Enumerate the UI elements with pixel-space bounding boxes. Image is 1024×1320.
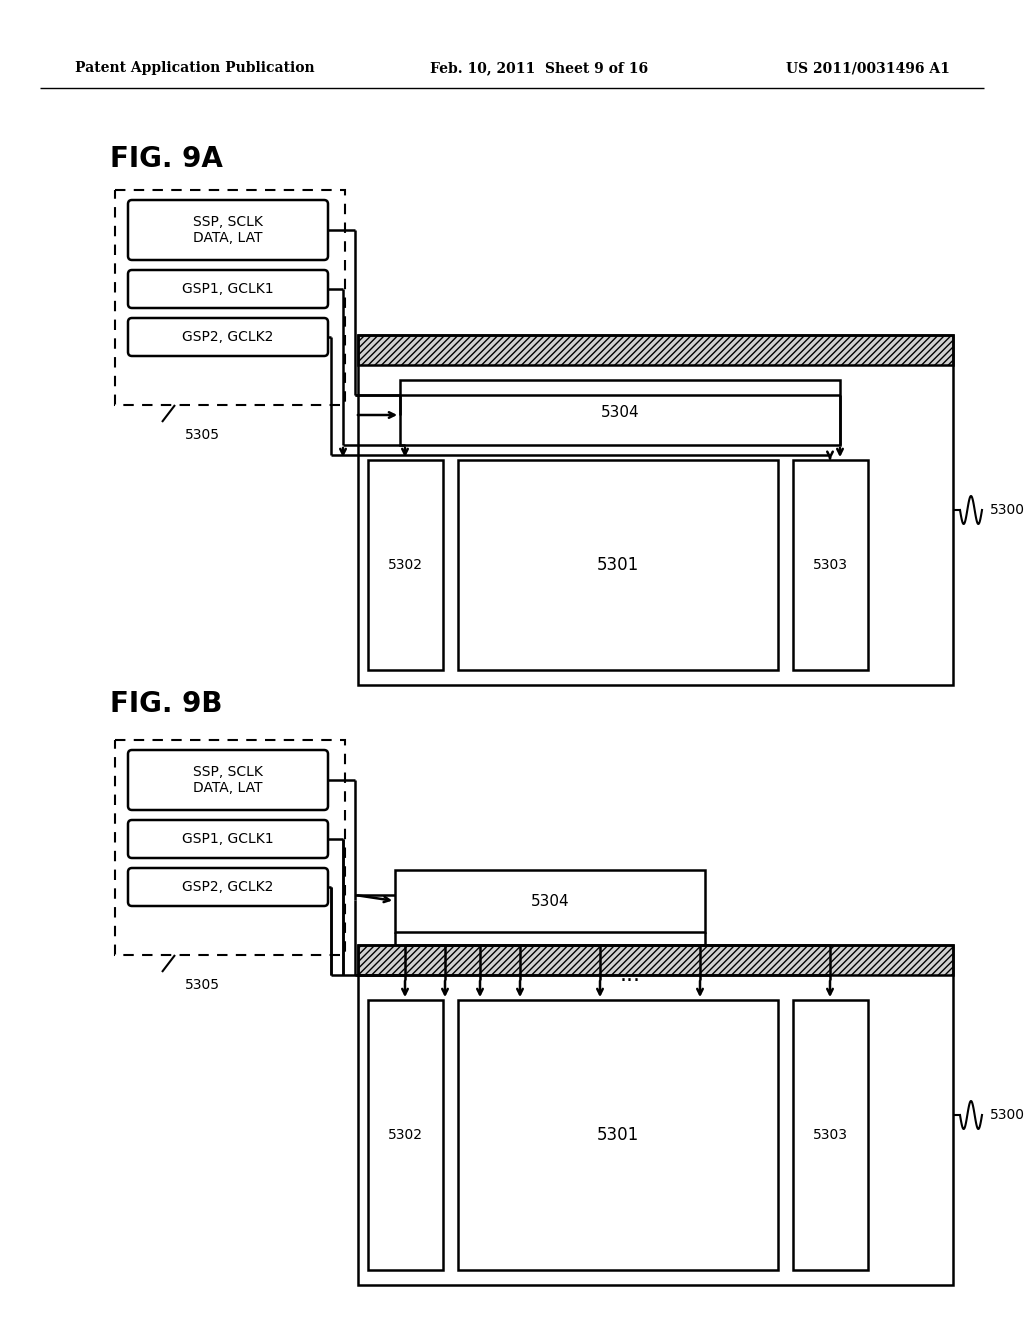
Bar bbox=[358, 335, 953, 685]
Text: SSP, SCLK
DATA, LAT: SSP, SCLK DATA, LAT bbox=[194, 215, 263, 246]
FancyBboxPatch shape bbox=[128, 318, 328, 356]
Text: FIG. 9B: FIG. 9B bbox=[110, 690, 222, 718]
Bar bbox=[368, 459, 443, 671]
FancyBboxPatch shape bbox=[128, 271, 328, 308]
Bar bbox=[358, 945, 953, 975]
Text: Patent Application Publication: Patent Application Publication bbox=[75, 61, 314, 75]
Text: GSP2, GCLK2: GSP2, GCLK2 bbox=[182, 880, 273, 894]
FancyBboxPatch shape bbox=[128, 869, 328, 906]
Text: SSP, SCLK
DATA, LAT: SSP, SCLK DATA, LAT bbox=[194, 764, 263, 795]
Text: GSP1, GCLK1: GSP1, GCLK1 bbox=[182, 832, 273, 846]
Text: 5304: 5304 bbox=[601, 405, 639, 420]
Bar bbox=[395, 870, 705, 932]
Bar bbox=[458, 1001, 778, 1270]
FancyBboxPatch shape bbox=[128, 820, 328, 858]
FancyBboxPatch shape bbox=[128, 750, 328, 810]
Bar bbox=[358, 945, 953, 1284]
Text: 5300: 5300 bbox=[990, 1107, 1024, 1122]
Text: 5302: 5302 bbox=[387, 1129, 423, 1142]
Text: 5305: 5305 bbox=[185, 978, 220, 993]
Bar bbox=[358, 335, 953, 366]
Text: US 2011/0031496 A1: US 2011/0031496 A1 bbox=[786, 61, 950, 75]
Bar bbox=[793, 1001, 868, 1270]
FancyBboxPatch shape bbox=[128, 201, 328, 260]
Text: FIG. 9A: FIG. 9A bbox=[110, 145, 223, 173]
Bar bbox=[400, 380, 840, 445]
Bar bbox=[458, 459, 778, 671]
Text: GSP1, GCLK1: GSP1, GCLK1 bbox=[182, 282, 273, 296]
Text: 5303: 5303 bbox=[812, 1129, 848, 1142]
Bar bbox=[793, 459, 868, 671]
Bar bbox=[115, 741, 345, 954]
Text: 5303: 5303 bbox=[812, 558, 848, 572]
Text: Feb. 10, 2011  Sheet 9 of 16: Feb. 10, 2011 Sheet 9 of 16 bbox=[430, 61, 648, 75]
Text: 5305: 5305 bbox=[185, 428, 220, 442]
Text: 5301: 5301 bbox=[597, 1126, 639, 1144]
Bar bbox=[368, 1001, 443, 1270]
Bar bbox=[115, 190, 345, 405]
Text: GSP2, GCLK2: GSP2, GCLK2 bbox=[182, 330, 273, 345]
Text: 5300: 5300 bbox=[990, 503, 1024, 517]
Text: 5304: 5304 bbox=[530, 894, 569, 908]
Text: ...: ... bbox=[620, 965, 640, 985]
Text: 5301: 5301 bbox=[597, 556, 639, 574]
Text: 5302: 5302 bbox=[387, 558, 423, 572]
